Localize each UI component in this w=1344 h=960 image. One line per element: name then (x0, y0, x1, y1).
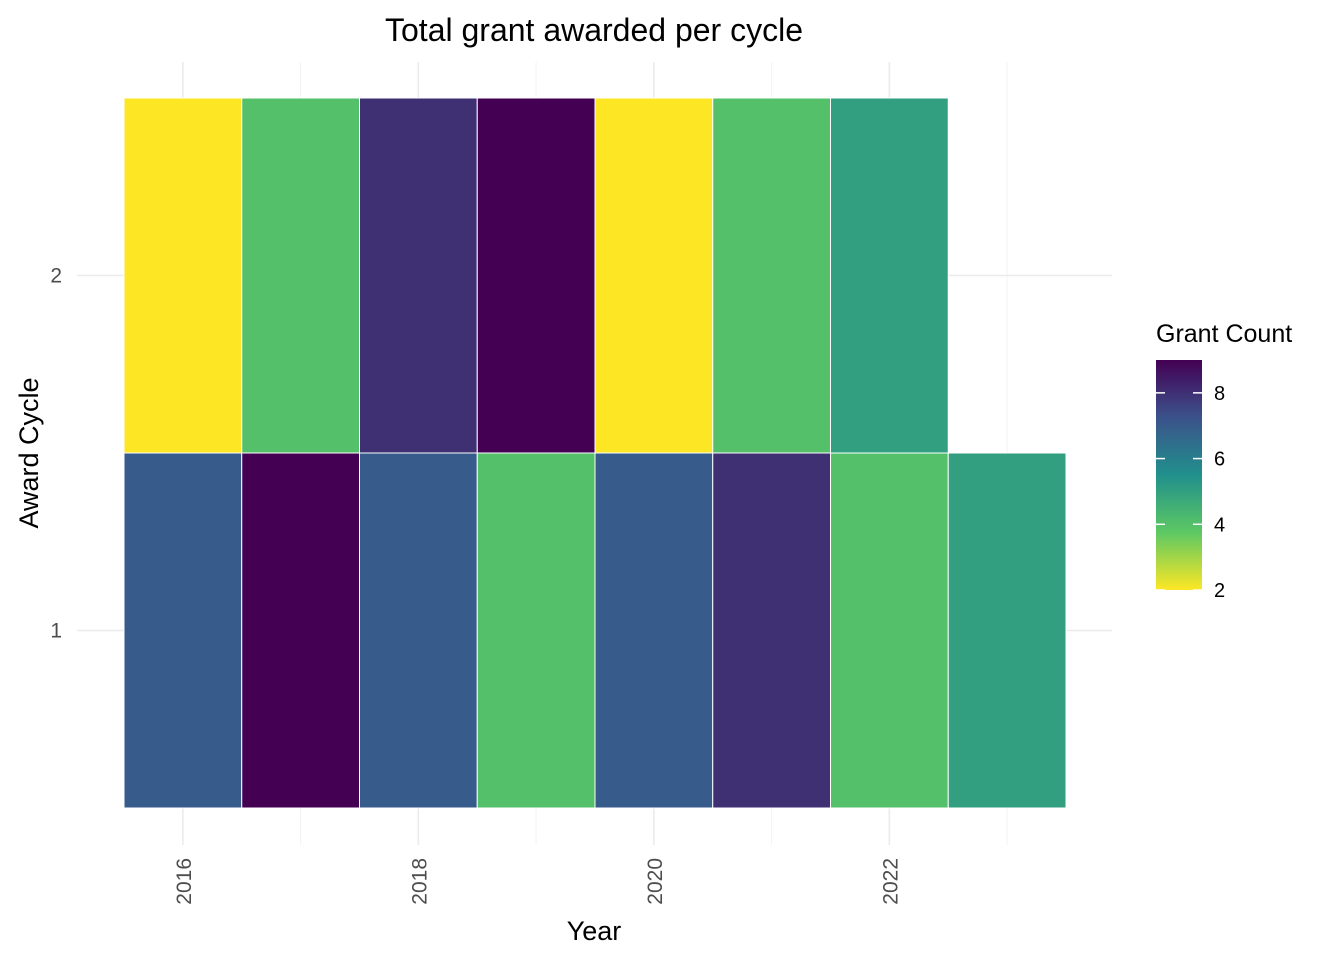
heatmap-cell-2019-cycle-2 (476, 97, 596, 454)
x-axis-title: Year (567, 916, 622, 946)
y-axis-ticks: 12 (50, 265, 62, 643)
x-tick-label-2020: 2020 (644, 858, 667, 905)
legend-tick-label-8: 8 (1214, 383, 1225, 405)
heatmap-cell-2020-cycle-1 (594, 452, 714, 809)
legend-tick-label-6: 6 (1214, 449, 1225, 471)
legend: Grant Count 2 4 6 8 (1156, 320, 1292, 602)
heatmap-cell-2021-cycle-2 (712, 97, 831, 454)
heatmap-cell-2018-cycle-1 (359, 452, 478, 809)
x-axis-ticks: 2016 2018 2020 2022 (173, 858, 903, 905)
y-tick-label-2: 2 (50, 265, 62, 288)
heatmap-cell-2021-cycle-1 (712, 452, 831, 809)
x-tick-label-2016: 2016 (173, 858, 196, 905)
legend-tick-label-2: 2 (1214, 580, 1225, 602)
heatmap-cell-2016-cycle-2 (123, 97, 243, 454)
legend-tick-label-4: 4 (1214, 514, 1225, 536)
legend-ticks: 2 4 6 8 (1156, 383, 1225, 602)
legend-title: Grant Count (1156, 320, 1292, 348)
y-axis-title: Award Cycle (14, 377, 44, 528)
heatmap-cell-2016-cycle-1 (123, 452, 243, 809)
x-tick-label-2018: 2018 (408, 858, 431, 905)
heatmap-cell-2022-cycle-1 (830, 452, 949, 809)
heatmap-cell-2017-cycle-2 (241, 97, 360, 454)
x-tick-label-2022: 2022 (879, 858, 902, 905)
heatmap-cell-2022-cycle-2 (830, 97, 949, 454)
heatmap-cell-2017-cycle-1 (241, 452, 360, 809)
heatmap-cell-2023-cycle-1 (947, 452, 1067, 809)
heatmap-cell-2019-cycle-1 (476, 452, 596, 809)
heatmap-cell-2020-cycle-2 (594, 97, 714, 454)
y-tick-label-1: 1 (50, 620, 62, 643)
chart-title: Total grant awarded per cycle (385, 12, 803, 48)
heatmap-cells (123, 97, 1067, 809)
legend-colorbar (1156, 360, 1202, 590)
heatmap-cell-2018-cycle-2 (359, 97, 478, 454)
